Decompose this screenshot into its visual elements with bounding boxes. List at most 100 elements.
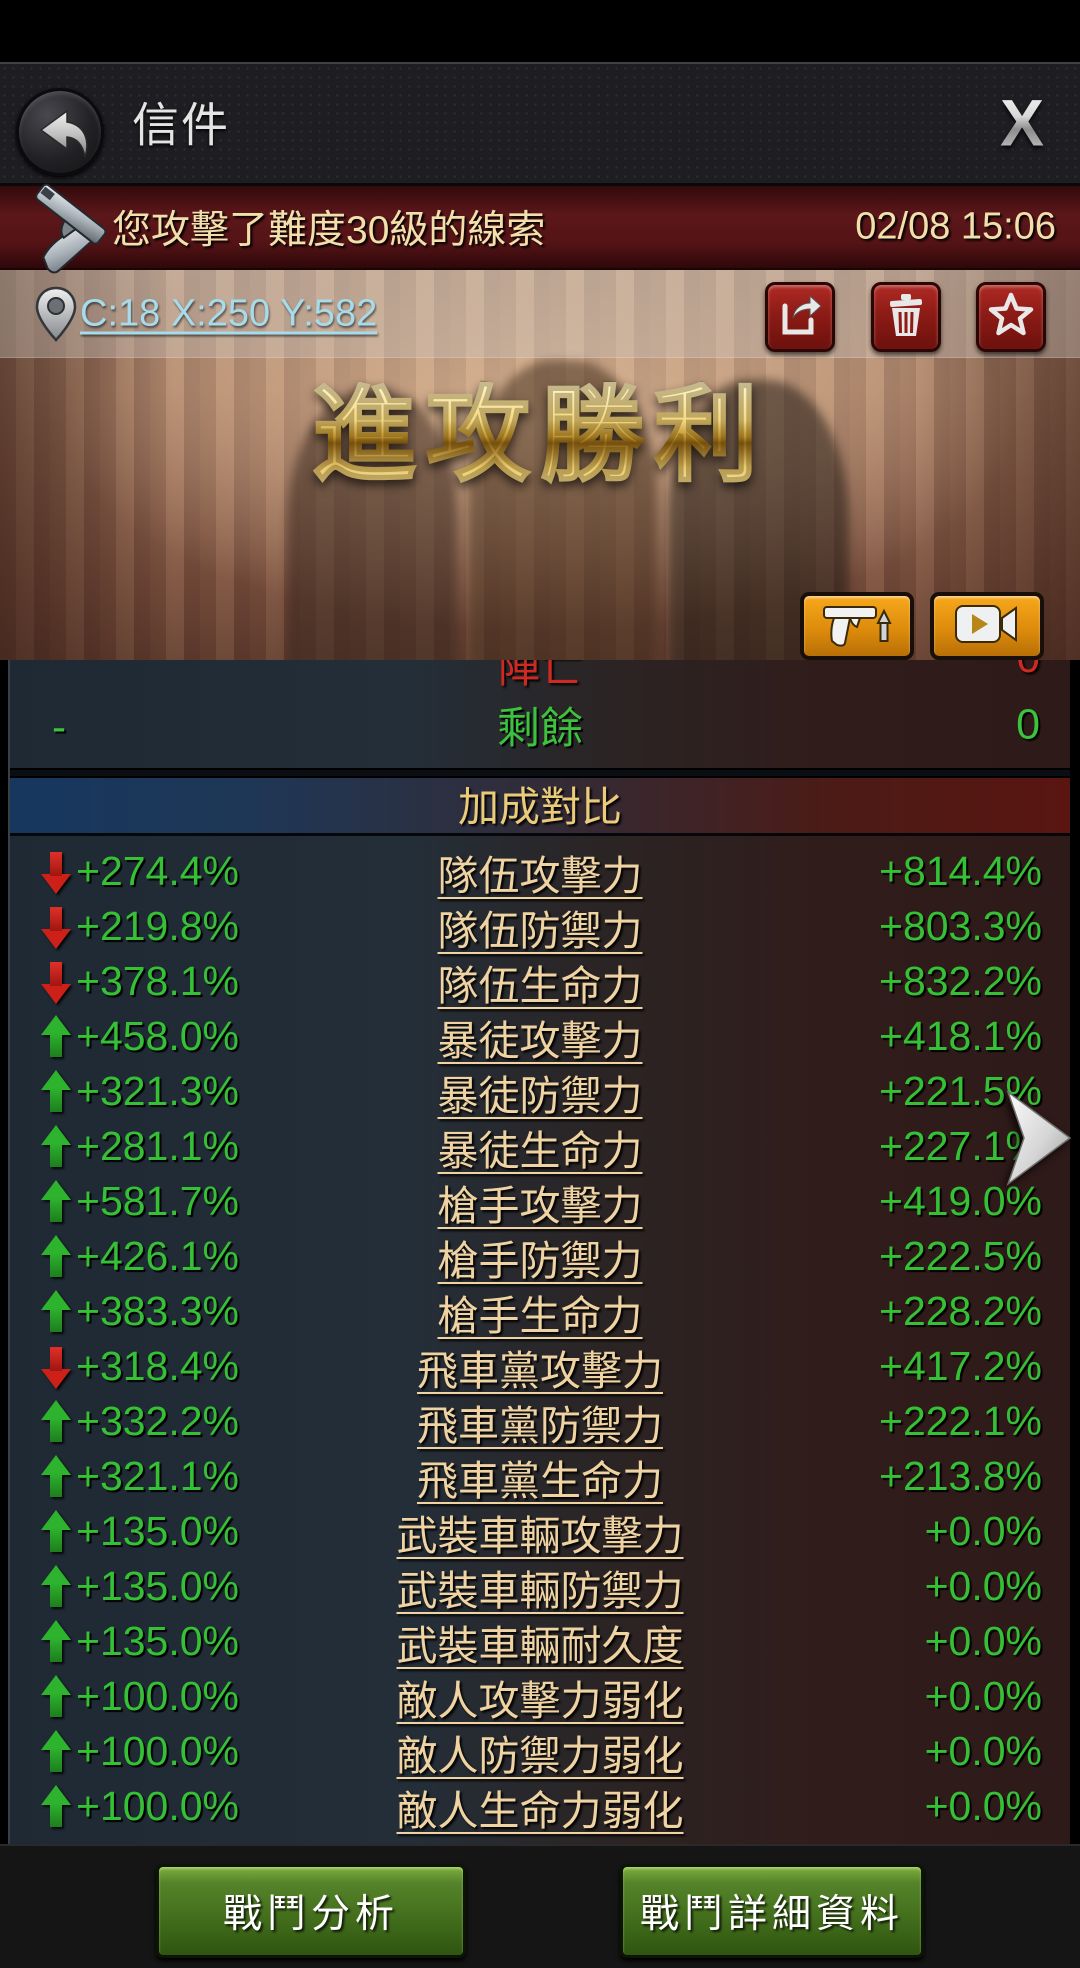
attacker-bonus-value: +321.3% <box>76 1068 239 1114</box>
comparison-row: +318.4% 飛車黨攻擊力 +417.2% <box>10 1339 1070 1394</box>
stat-name-link[interactable]: 敵人防禦力弱化 <box>396 1732 684 1779</box>
stat-name-link[interactable]: 暴徒防禦力 <box>437 1072 643 1119</box>
attacker-bonus-cell: +135.0% <box>38 1508 338 1556</box>
trend-arrow-icon <box>38 1563 74 1611</box>
star-icon <box>987 291 1035 344</box>
comparison-row: +321.1% 飛車黨生命力 +213.8% <box>10 1449 1070 1504</box>
back-button[interactable] <box>16 88 104 176</box>
comparison-row: +383.3% 槍手生命力 +228.2% <box>10 1284 1070 1339</box>
stat-name-cell: 槍手生命力 <box>338 1282 742 1342</box>
stat-name-cell: 隊伍生命力 <box>338 952 742 1012</box>
attacker-bonus-cell: +458.0% <box>38 1013 338 1061</box>
trend-arrow-icon <box>38 1508 74 1556</box>
attacker-bonus-value: +135.0% <box>76 1563 239 1609</box>
trend-arrow-icon <box>38 1343 74 1391</box>
stat-name-link[interactable]: 敵人生命力弱化 <box>396 1787 684 1834</box>
victory-banner-title: 進攻勝利 <box>0 380 1080 491</box>
mail-subject-banner: 您攻擊了難度30級的線索 02/08 15:06 <box>0 183 1080 274</box>
stat-name-cell: 暴徒生命力 <box>338 1117 742 1177</box>
stat-name-link[interactable]: 飛車黨防禦力 <box>417 1402 663 1449</box>
trend-arrow-icon <box>38 958 74 1006</box>
trend-arrow-icon <box>38 1618 74 1666</box>
stat-name-link[interactable]: 敵人攻擊力弱化 <box>396 1677 684 1724</box>
replay-button[interactable] <box>930 592 1044 660</box>
comparison-row: +332.2% 飛車黨防禦力 +222.1% <box>10 1394 1070 1449</box>
stat-name-link[interactable]: 槍手攻擊力 <box>437 1182 643 1229</box>
stat-name-link[interactable]: 隊伍防禦力 <box>437 907 643 954</box>
attacker-bonus-value: +332.2% <box>76 1398 239 1444</box>
stat-name-link[interactable]: 武裝車輛攻擊力 <box>396 1512 684 1559</box>
trend-arrow-icon <box>38 1233 74 1281</box>
stat-name-cell: 隊伍攻擊力 <box>338 842 742 902</box>
battle-report-panel: 陣亡 0 - 剩餘 0 加成對比 +274.4% 隊伍攻擊力 +814.4% +… <box>8 660 1072 1844</box>
stat-name-link[interactable]: 隊伍生命力 <box>437 962 643 1009</box>
attacker-bonus-cell: +332.2% <box>38 1398 338 1446</box>
defender-bonus-value: +417.2% <box>879 1343 1042 1389</box>
comparison-row: +135.0% 武裝車輛攻擊力 +0.0% <box>10 1504 1070 1559</box>
favorite-button[interactable] <box>976 282 1046 352</box>
casualties-value: 0 <box>1017 660 1040 682</box>
defender-bonus-value: +814.4% <box>879 848 1042 894</box>
comparison-row: +100.0% 敵人攻擊力弱化 +0.0% <box>10 1669 1070 1724</box>
attacker-bonus-value: +458.0% <box>76 1013 239 1059</box>
stat-name-cell: 飛車黨防禦力 <box>338 1392 742 1452</box>
attacker-bonus-value: +426.1% <box>76 1233 239 1279</box>
casualties-row-clipped: 陣亡 0 <box>10 660 1070 692</box>
share-button[interactable] <box>765 282 835 352</box>
stat-name-cell: 飛車黨生命力 <box>338 1447 742 1507</box>
bonus-comparison-header: 加成對比 <box>10 778 1070 836</box>
attacker-bonus-cell: +281.1% <box>38 1123 338 1171</box>
stat-name-link[interactable]: 飛車黨生命力 <box>417 1457 663 1504</box>
battle-details-button[interactable]: 戰鬥詳細資料 <box>620 1864 924 1958</box>
battle-coordinates-link[interactable]: C:18 X:250 Y:582 <box>80 292 378 334</box>
mail-timestamp: 02/08 15:06 <box>855 205 1056 248</box>
attacker-bonus-value: +281.1% <box>76 1123 239 1169</box>
stat-name-cell: 敵人生命力弱化 <box>338 1777 742 1837</box>
stat-name-cell: 武裝車輛攻擊力 <box>338 1502 742 1562</box>
troop-boost-button[interactable] <box>800 592 914 660</box>
defender-bonus-value: +832.2% <box>879 958 1042 1004</box>
stat-name-link[interactable]: 槍手生命力 <box>437 1292 643 1339</box>
trend-arrow-icon <box>38 1013 74 1061</box>
defender-bonus-value: +0.0% <box>924 1783 1042 1829</box>
character-silhouette <box>468 360 658 660</box>
stat-name-link[interactable]: 飛車黨攻擊力 <box>417 1347 663 1394</box>
battle-report-image: C:18 X:250 Y:582 <box>0 270 1080 660</box>
attacker-bonus-cell: +135.0% <box>38 1563 338 1611</box>
stat-name-link[interactable]: 槍手防禦力 <box>437 1237 643 1284</box>
stat-name-cell: 槍手攻擊力 <box>338 1172 742 1232</box>
video-camera-icon <box>954 602 1020 651</box>
footer-bar: 戰鬥分析 戰鬥詳細資料 <box>0 1844 1080 1968</box>
comparison-row: +219.8% 隊伍防禦力 +803.3% <box>10 899 1070 954</box>
attacker-bonus-cell: +318.4% <box>38 1343 338 1391</box>
defender-bonus-value: +228.2% <box>879 1288 1042 1334</box>
stat-name-link[interactable]: 暴徒生命力 <box>437 1127 643 1174</box>
comparison-row: +274.4% 隊伍攻擊力 +814.4% <box>10 844 1070 899</box>
defender-bonus-value: +213.8% <box>879 1453 1042 1499</box>
close-button[interactable]: X <box>999 85 1044 160</box>
attacker-bonus-value: +100.0% <box>76 1783 239 1829</box>
stat-name-link[interactable]: 隊伍攻擊力 <box>437 852 643 899</box>
defender-bonus-value: +0.0% <box>924 1618 1042 1664</box>
stat-name-link[interactable]: 武裝車輛耐久度 <box>396 1622 684 1669</box>
stat-name-cell: 武裝車輛耐久度 <box>338 1612 742 1672</box>
delete-button[interactable] <box>871 282 941 352</box>
trend-arrow-icon <box>38 1068 74 1116</box>
stat-name-link[interactable]: 武裝車輛防禦力 <box>396 1567 684 1614</box>
next-page-chevron[interactable] <box>1000 1086 1078 1190</box>
comparison-row: +426.1% 槍手防禦力 +222.5% <box>10 1229 1070 1284</box>
defender-bonus-value: +222.1% <box>879 1398 1042 1444</box>
remaining-label: 剩餘 <box>497 705 583 754</box>
trend-arrow-icon <box>38 1783 74 1831</box>
image-toolbar: C:18 X:250 Y:582 <box>0 270 1080 358</box>
defender-bonus-value: +0.0% <box>924 1508 1042 1554</box>
attacker-bonus-cell: +581.7% <box>38 1178 338 1226</box>
stat-name-cell: 隊伍防禦力 <box>338 897 742 957</box>
comparison-row: +281.1% 暴徒生命力 +227.1% <box>10 1119 1070 1174</box>
stat-name-cell: 敵人防禦力弱化 <box>338 1722 742 1782</box>
stat-name-link[interactable]: 暴徒攻擊力 <box>437 1017 643 1064</box>
attacker-bonus-cell: +100.0% <box>38 1783 338 1831</box>
trend-arrow-icon <box>38 1178 74 1226</box>
battle-analysis-button[interactable]: 戰鬥分析 <box>156 1864 466 1958</box>
